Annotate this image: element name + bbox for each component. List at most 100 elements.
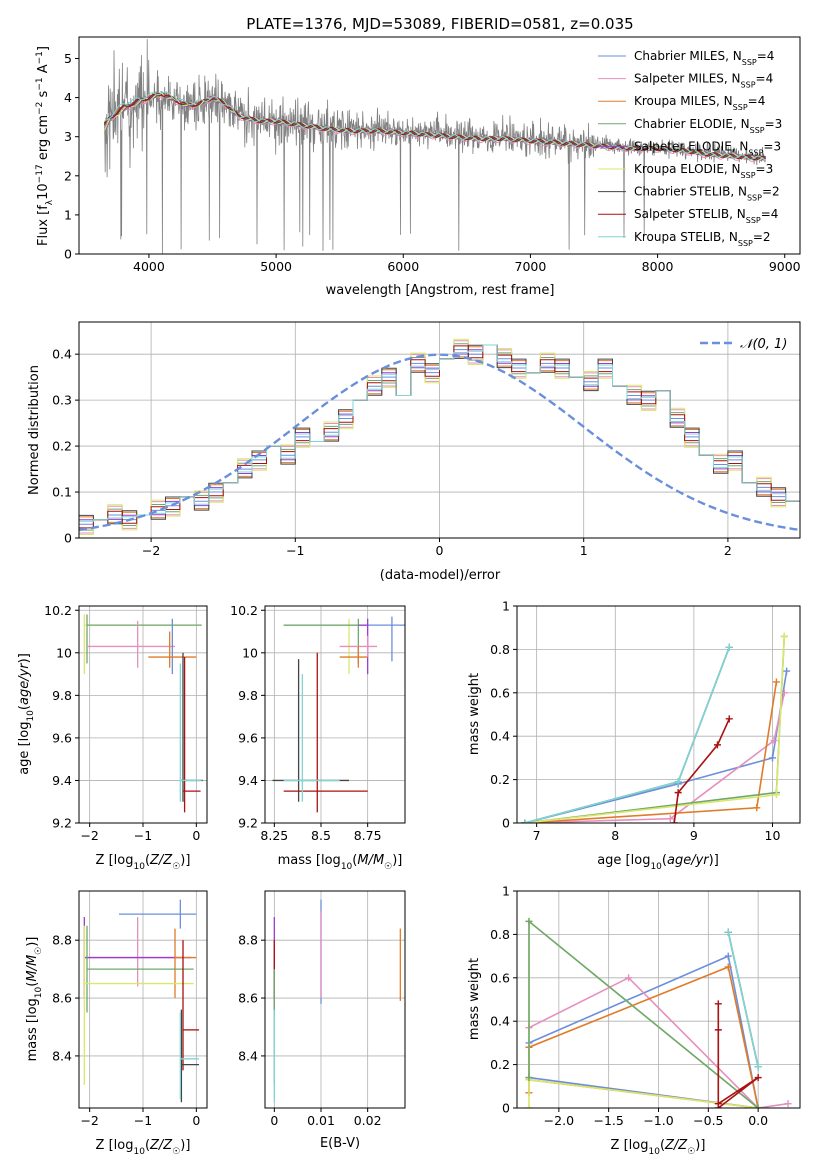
marker bbox=[666, 815, 674, 823]
label-part: −17 bbox=[35, 164, 45, 183]
y-tick-label: 0.6 bbox=[490, 685, 510, 700]
series-group bbox=[521, 678, 780, 823]
series-line bbox=[717, 1003, 759, 1108]
label-part: s bbox=[36, 90, 51, 101]
marker bbox=[725, 715, 733, 723]
legend-name: Chabrier MILES, N bbox=[634, 49, 742, 63]
y-axis-label: mass [log10(M/M☉)] bbox=[25, 937, 44, 1062]
label-part: age/yr bbox=[667, 853, 710, 868]
mass-vs-ebv-panel: 0 0.01 0.02 8.4 8.6 8.8 E(B-V) bbox=[238, 890, 406, 1151]
marker bbox=[780, 632, 788, 640]
y-tick-label: 8.4 bbox=[52, 1048, 72, 1063]
legend-entry: Chabrier STELIB, NSSP=2 bbox=[634, 185, 780, 203]
legend-value: =4 bbox=[756, 72, 774, 86]
spectrum-title: PLATE=1376, MJD=53089, FIBERID=0581, z=0… bbox=[246, 15, 633, 33]
series-group bbox=[521, 632, 788, 823]
x-axis-label: Z [log10(Z/Z☉)] bbox=[96, 853, 191, 872]
legend-entry: Kroupa ELODIE, NSSP=3 bbox=[634, 162, 773, 180]
x-tick-label: −2 bbox=[80, 1113, 98, 1128]
label-part: mass [log bbox=[25, 998, 40, 1061]
legend-entry: Kroupa STELIB, NSSP=2 bbox=[634, 230, 771, 248]
x-tick-label: −1 bbox=[286, 543, 304, 558]
legend-sub: SSP bbox=[741, 80, 756, 89]
y-tick-label: 0 bbox=[64, 531, 72, 546]
x-tick-label: 4000 bbox=[133, 259, 165, 274]
label-part: Z/Z bbox=[664, 1138, 688, 1153]
x-tick-label: −2 bbox=[80, 828, 98, 843]
label-part: ☉ bbox=[172, 1147, 180, 1157]
label-part: ( bbox=[352, 853, 357, 868]
marker bbox=[770, 737, 778, 745]
x-tick-label: 9000 bbox=[769, 259, 801, 274]
label-part: )] bbox=[180, 853, 190, 868]
plot-area bbox=[273, 899, 401, 1103]
x-tick-label: 8.75 bbox=[354, 828, 382, 843]
marker bbox=[754, 1063, 762, 1071]
y-axis-label: mass weight bbox=[467, 958, 482, 1040]
legend-entry: Salpeter MILES, NSSP=4 bbox=[634, 72, 773, 90]
histogram-step bbox=[79, 338, 800, 538]
marker bbox=[714, 1026, 722, 1034]
series-line bbox=[528, 954, 759, 1108]
y-tick-label: 0.4 bbox=[490, 1014, 510, 1029]
x-axis-label: E(B-V) bbox=[320, 1136, 360, 1151]
series-line bbox=[727, 932, 759, 1067]
y-tick-label: 9.6 bbox=[238, 730, 258, 745]
plot-area bbox=[521, 632, 791, 823]
series-line bbox=[524, 636, 786, 823]
series-group bbox=[724, 928, 762, 1071]
y-tick-label: 0 bbox=[64, 247, 72, 262]
series-group bbox=[521, 643, 733, 823]
x-tick-label: 8000 bbox=[642, 259, 674, 274]
marker bbox=[674, 789, 682, 797]
axes-frame bbox=[264, 605, 406, 824]
marker bbox=[525, 1074, 533, 1082]
x-tick-label: 7000 bbox=[515, 259, 547, 274]
marker bbox=[724, 952, 732, 960]
model-spectrum-line bbox=[104, 91, 766, 161]
y-tick-label: 0 bbox=[502, 816, 510, 831]
y-tick-label: 10 bbox=[242, 645, 258, 660]
y-tick-label: 9.2 bbox=[238, 816, 258, 831]
label-part: ( bbox=[145, 853, 150, 868]
legend-entry: Kroupa MILES, NSSP=4 bbox=[634, 94, 765, 112]
plot-area bbox=[525, 917, 792, 1108]
marker bbox=[772, 678, 780, 686]
legend-sub: SSP bbox=[747, 193, 762, 202]
histogram-step bbox=[79, 344, 800, 538]
series-group bbox=[521, 667, 791, 823]
residuals-panel: −2 −1 0 1 2 0 0.1 0.2 0.3 0.4 𝒩(0, 1) (data-model)/… bbox=[27, 321, 801, 583]
y-tick-label: 8.4 bbox=[238, 1048, 258, 1063]
label-part: ( bbox=[662, 853, 667, 868]
series-line bbox=[528, 976, 789, 1108]
label-part: age [log bbox=[17, 722, 32, 775]
spectrum-x-label: wavelength [Angstrom, rest frame] bbox=[326, 283, 555, 298]
legend-entry: 𝒩(0, 1) bbox=[740, 337, 787, 352]
plot-area bbox=[83, 614, 203, 813]
x-tick-label: 9 bbox=[690, 828, 698, 843]
y-tick-label: 0.8 bbox=[490, 927, 510, 942]
series-group bbox=[525, 917, 762, 1108]
legend-entry: Salpeter ELODIE, NSSP=3 bbox=[634, 139, 781, 157]
y-tick-label: 0.6 bbox=[490, 970, 510, 985]
x-tick-label: 5000 bbox=[260, 259, 292, 274]
y-tick-label: 0.4 bbox=[490, 729, 510, 744]
legend-name: Salpeter STELIB, N bbox=[634, 207, 746, 221]
series-line bbox=[524, 692, 786, 823]
marker bbox=[784, 1100, 792, 1108]
label-part: ☉ bbox=[34, 947, 44, 955]
histogram-step bbox=[79, 344, 800, 538]
y-tick-label: 8.8 bbox=[52, 933, 72, 948]
label-part: 10 bbox=[133, 1147, 145, 1157]
y-tick-label: 9.8 bbox=[238, 688, 258, 703]
legend-sub: SSP bbox=[750, 125, 765, 134]
histogram-step bbox=[79, 343, 800, 538]
marker bbox=[674, 778, 682, 786]
legend-name: Kroupa STELIB, N bbox=[634, 230, 738, 244]
label-part: ☉ bbox=[172, 862, 180, 872]
x-tick-label: 8.5 bbox=[311, 828, 331, 843]
normal-curve bbox=[79, 353, 800, 532]
x-axis-label: age [log10(age/yr)] bbox=[597, 853, 719, 872]
label-part: mass [log bbox=[278, 853, 341, 868]
